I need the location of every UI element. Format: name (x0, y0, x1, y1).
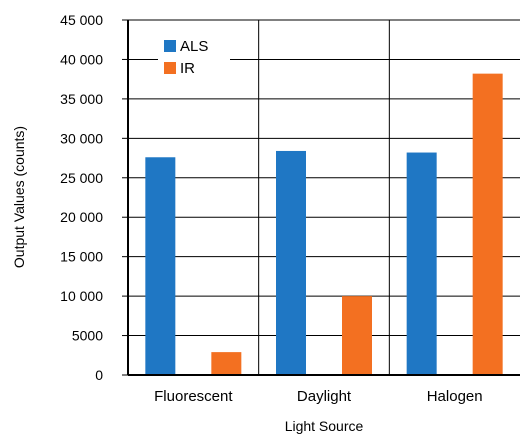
axes (122, 19, 520, 376)
legend-swatch-ir (164, 62, 176, 74)
x-tick-label: Daylight (297, 388, 352, 405)
bar-ir-halogen (472, 73, 503, 376)
y-tick-label: 20 000 (60, 209, 103, 225)
y-tick-label: 45 000 (60, 12, 103, 28)
y-tick-label: 35 000 (60, 91, 103, 107)
y-tick-label: 30 000 (60, 130, 103, 146)
legend-label-ir: IR (180, 60, 195, 77)
y-tick-label: 15 000 (60, 249, 103, 265)
y-tick-label: 40 000 (60, 51, 103, 67)
x-tick-label: Halogen (427, 388, 483, 405)
bar-ir-daylight (342, 296, 372, 375)
bar-ir-fluorescent (211, 352, 242, 375)
legend-label-als: ALS (180, 38, 208, 55)
y-tick-label: 5000 (72, 328, 103, 344)
y-axis-title: Output Values (counts) (11, 126, 27, 268)
bar-als-daylight (276, 150, 306, 375)
y-tick-label: 25 000 (60, 170, 103, 186)
bar-als-halogen (406, 152, 437, 375)
bars (145, 73, 503, 376)
y-tick-label: 0 (95, 367, 103, 383)
legend: ALS IR (158, 34, 230, 80)
x-tick-label: Fluorescent (154, 388, 233, 405)
gridlines (128, 19, 520, 375)
y-tick-labels: 0 5000 10 000 15 000 20 000 25 000 30 000 35 00… (60, 12, 103, 383)
x-tick-labels: Fluorescent Daylight Halogen (154, 388, 482, 405)
y-tick-label: 10 000 (60, 288, 103, 304)
bar-als-fluorescent (145, 157, 176, 375)
legend-swatch-als (164, 40, 176, 52)
x-axis-title: Light Source (285, 418, 364, 434)
